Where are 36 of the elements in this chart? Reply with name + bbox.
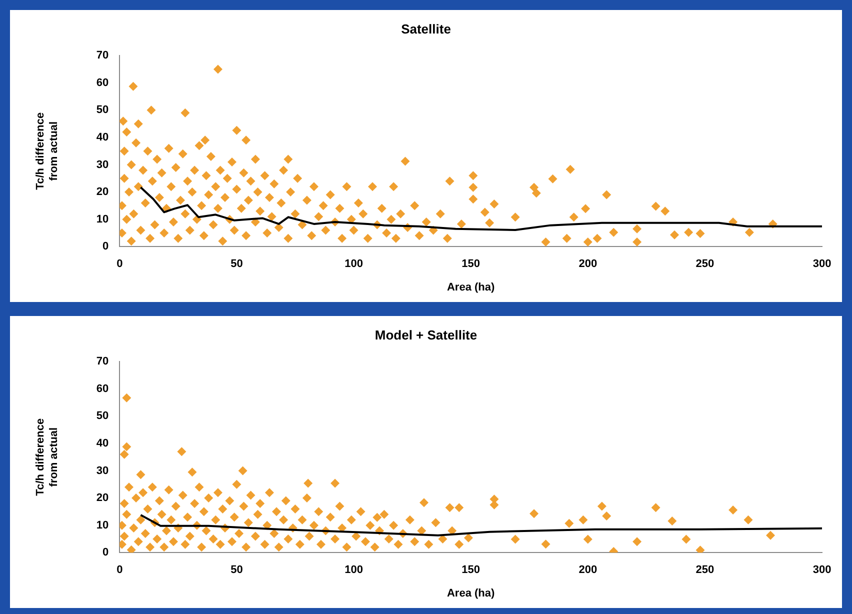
y-tick-label: 0 — [102, 546, 109, 559]
y-tick-label: 0 — [102, 240, 109, 253]
y-tick-label: 10 — [96, 519, 109, 532]
x-tick-label: 0 — [116, 564, 123, 576]
x-tick-label: 300 — [812, 258, 832, 270]
x-tick-label: 250 — [696, 258, 714, 270]
y-tick-label: 30 — [96, 158, 109, 171]
x-tick-label: 150 — [462, 564, 480, 576]
y-tick-label: 10 — [96, 213, 109, 226]
y-tick-label: 60 — [96, 382, 109, 395]
chart-title: Model + Satellite — [374, 327, 478, 342]
y-tick-label: 40 — [96, 131, 109, 144]
chart-title: Satellite — [401, 21, 451, 36]
y-tick-label: 30 — [96, 464, 109, 477]
y-tick-label: 20 — [96, 186, 109, 198]
x-axis-title: Area (ha) — [446, 587, 495, 600]
x-tick-label: 150 — [462, 258, 480, 270]
y-tick-label: 50 — [96, 104, 109, 116]
y-tick-label: 20 — [96, 492, 109, 504]
x-tick-label: 0 — [116, 258, 123, 270]
x-tick-label: 50 — [230, 564, 243, 576]
y-tick-label: 40 — [96, 437, 109, 450]
x-axis-title: Area (ha) — [446, 281, 495, 294]
y-tick-label: 70 — [96, 356, 109, 368]
y-axis-title: Tc/h difference from actual — [34, 418, 60, 496]
x-tick-label: 50 — [230, 258, 243, 270]
x-tick-label: 200 — [578, 258, 598, 270]
y-tick-label: 60 — [96, 76, 109, 89]
x-tick-label: 300 — [812, 564, 832, 576]
x-tick-label: 100 — [344, 564, 363, 576]
y-axis-title: Tc/h difference from actual — [34, 112, 60, 190]
x-tick-label: 250 — [696, 564, 714, 576]
x-tick-label: 100 — [344, 258, 363, 270]
x-tick-label: 200 — [578, 564, 598, 576]
y-tick-label: 50 — [96, 410, 109, 422]
y-tick-label: 70 — [96, 50, 109, 62]
